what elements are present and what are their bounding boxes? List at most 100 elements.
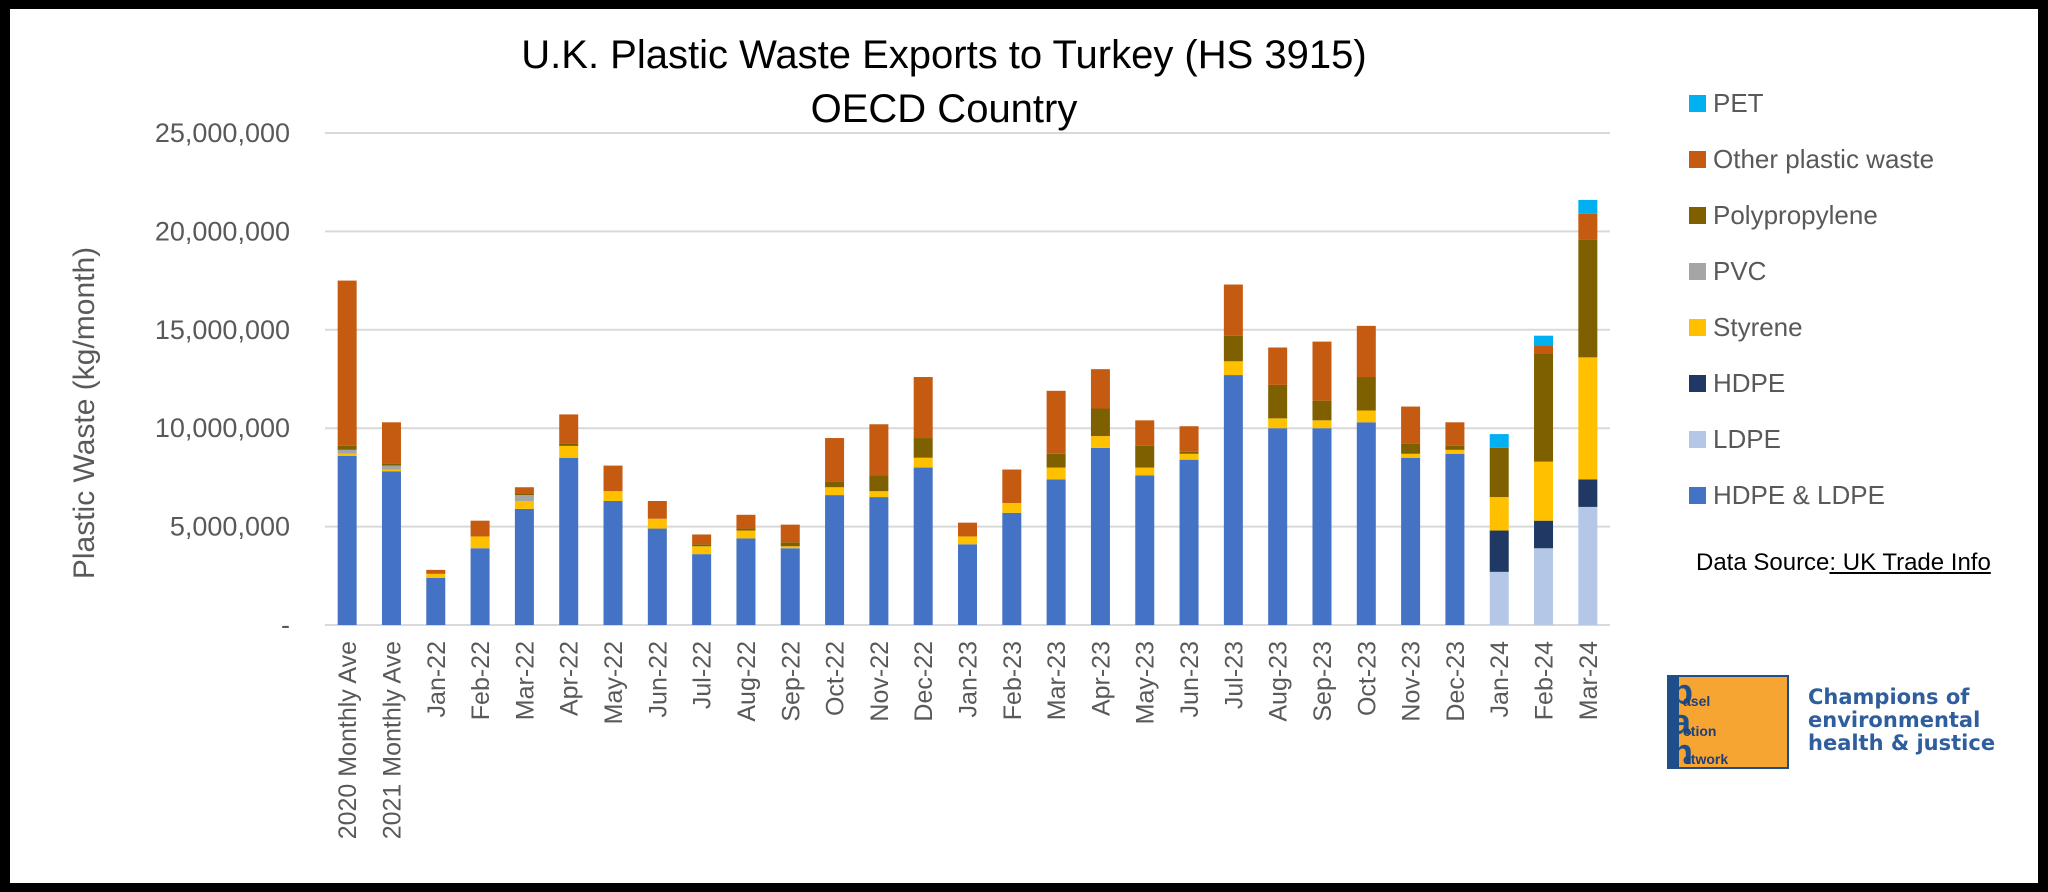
logo-bar bbox=[1669, 677, 1679, 767]
bar-segment bbox=[337, 449, 357, 454]
y-tick-label: 20,000,000 bbox=[155, 216, 290, 246]
y-axis-label: Plastic Waste (kg/month) bbox=[68, 247, 101, 579]
x-axis-ticks: 2020 Monthly Ave 2021 Monthly Ave Jan-22 Fe… bbox=[334, 641, 1603, 839]
bar-segment bbox=[514, 493, 534, 496]
x-tick-label: 2020 Monthly Ave bbox=[334, 641, 362, 839]
bar-segment bbox=[1179, 459, 1199, 625]
logo-word-etwork: etwork bbox=[1683, 751, 1729, 767]
logo-word-ction: ction bbox=[1683, 723, 1717, 739]
bar-segment bbox=[1135, 445, 1155, 468]
bar-segment bbox=[1312, 400, 1332, 421]
bars bbox=[337, 199, 1598, 625]
bar-segment bbox=[1046, 390, 1066, 454]
slogan-line-1: Champions of bbox=[1808, 685, 1970, 709]
bar-segment bbox=[1090, 436, 1110, 448]
bar-segment bbox=[1046, 467, 1066, 480]
bar-segment bbox=[1356, 422, 1376, 625]
bar-segment bbox=[647, 528, 667, 625]
bar-segment bbox=[470, 520, 490, 537]
bar-segment bbox=[1401, 406, 1421, 444]
x-tick-label: 2021 Monthly Ave bbox=[378, 641, 406, 839]
slogan-line-2: environmental bbox=[1808, 708, 1981, 732]
bar-segment bbox=[1445, 445, 1465, 450]
bar-segment bbox=[514, 487, 534, 494]
legend-label: HDPE & LDPE bbox=[1713, 480, 1885, 510]
bar-segment bbox=[1534, 548, 1554, 625]
y-tick-label: 15,000,000 bbox=[155, 315, 290, 345]
bar-segment bbox=[1445, 422, 1465, 446]
x-tick-label: Aug-22 bbox=[733, 641, 761, 722]
bar-segment bbox=[1179, 426, 1199, 452]
bar-segment bbox=[337, 280, 357, 446]
x-tick-label: Apr-23 bbox=[1087, 641, 1115, 716]
bar-segment bbox=[514, 508, 534, 625]
bar-segment bbox=[1223, 335, 1243, 362]
bar-segment bbox=[1090, 369, 1110, 409]
x-tick-label: Jun-23 bbox=[1176, 641, 1204, 717]
legend-swatch bbox=[1689, 95, 1706, 112]
bar-segment bbox=[913, 467, 933, 625]
x-tick-label: Sep-23 bbox=[1309, 641, 1337, 722]
bar-segment bbox=[869, 424, 889, 476]
x-tick-label: Feb-22 bbox=[467, 641, 495, 720]
x-tick-label: Nov-22 bbox=[866, 641, 894, 722]
x-tick-label: Oct-22 bbox=[822, 641, 850, 716]
x-tick-label: Jan-22 bbox=[423, 641, 451, 717]
bar-segment bbox=[958, 536, 977, 545]
bar-segment bbox=[1445, 453, 1465, 625]
x-tick-label: Jul-23 bbox=[1220, 641, 1248, 709]
x-tick-label: Mar-23 bbox=[1043, 641, 1071, 720]
x-tick-label: Mar-22 bbox=[511, 641, 539, 720]
bar-segment bbox=[559, 445, 579, 458]
bar-segment bbox=[1356, 377, 1376, 411]
bar-segment bbox=[913, 457, 933, 468]
bar-segment bbox=[825, 495, 845, 625]
bar-segment bbox=[958, 522, 977, 537]
chart-subtitle: OECD Country bbox=[811, 87, 1078, 131]
bar-segment bbox=[1223, 375, 1243, 625]
bar-segment bbox=[1578, 199, 1598, 214]
y-axis-ticks: - 5,000,000 10,000,000 15,000,000 20,000,000… bbox=[155, 118, 290, 640]
x-tick-label: Dec-22 bbox=[910, 641, 938, 722]
bar-segment bbox=[869, 475, 889, 492]
bar-segment bbox=[1578, 506, 1598, 625]
bar-segment bbox=[603, 491, 623, 502]
bar-segment bbox=[780, 542, 800, 547]
legend-swatch bbox=[1689, 375, 1706, 392]
legend-swatch bbox=[1689, 319, 1706, 336]
bar-segment bbox=[736, 530, 756, 539]
x-tick-label: Feb-23 bbox=[999, 641, 1027, 720]
bar-segment bbox=[1356, 410, 1376, 423]
bar-segment bbox=[514, 501, 534, 509]
bar-segment bbox=[1312, 420, 1332, 429]
bar-segment bbox=[559, 443, 579, 446]
x-tick-label: Feb-24 bbox=[1531, 641, 1559, 720]
bar-segment bbox=[470, 548, 490, 625]
bar-segment bbox=[1356, 325, 1376, 378]
legend-label: LDPE bbox=[1713, 424, 1781, 454]
bar-segment bbox=[647, 518, 667, 529]
chart-title: U.K. Plastic Waste Exports to Turkey (HS… bbox=[521, 33, 1366, 77]
bar-segment bbox=[381, 422, 401, 464]
bar-segment bbox=[1046, 479, 1066, 625]
bar-segment bbox=[603, 465, 623, 492]
legend-label: Polypropylene bbox=[1713, 200, 1878, 230]
x-tick-label: Jan-23 bbox=[955, 641, 983, 717]
bar-segment bbox=[426, 569, 446, 574]
logo-word-asel: asel bbox=[1683, 693, 1711, 709]
data-source-link[interactable]: : UK Trade Info bbox=[1829, 549, 1991, 576]
legend-swatch bbox=[1689, 487, 1706, 504]
bar-segment bbox=[1489, 497, 1509, 531]
bar-segment bbox=[1312, 428, 1332, 625]
x-tick-label: Sep-22 bbox=[777, 641, 805, 722]
logo-slogan: Champions of environmental health & just… bbox=[1808, 686, 2038, 755]
ban-logo: b a n asel ction etwork bbox=[1667, 674, 1789, 770]
x-tick-label: Jun-22 bbox=[644, 641, 672, 717]
bar-segment bbox=[1179, 451, 1199, 454]
bar-segment bbox=[913, 377, 933, 439]
bar-segment bbox=[1268, 418, 1288, 429]
bar-segment bbox=[1578, 479, 1598, 507]
logo-letter-a: a bbox=[1671, 701, 1692, 742]
legend-swatch bbox=[1689, 431, 1706, 448]
